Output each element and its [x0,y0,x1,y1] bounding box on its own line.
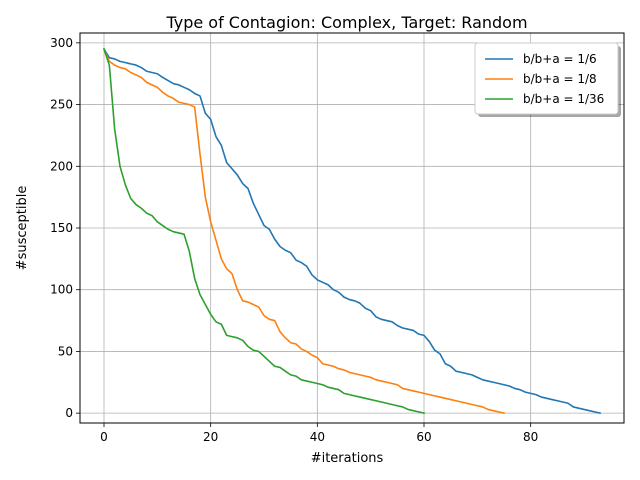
y-axis: 0 50 100 150 200 250 300 [50,36,80,420]
x-tick-label: 40 [310,430,325,444]
y-axis-label: #susceptible [15,186,30,271]
y-tick-label: 300 [50,36,73,50]
x-tick-label: 80 [523,430,538,444]
x-tick-label: 0 [100,430,108,444]
y-tick-label: 50 [58,344,73,358]
x-tick-label: 60 [416,430,431,444]
y-tick-label: 250 [50,98,73,112]
legend: b/b+a = 1/6 b/b+a = 1/8 b/b+a = 1/36 [474,42,621,117]
series-layer [102,47,601,415]
chart-title: Type of Contagion: Complex, Target: Rand… [165,13,527,32]
x-axis-label: #iterations [311,451,384,466]
series-line-3 [102,48,425,415]
y-tick-label: 0 [65,406,73,420]
y-tick-label: 150 [50,221,73,235]
legend-box [474,42,619,115]
x-tick-label: 20 [203,430,218,444]
y-tick-label: 200 [50,159,73,173]
y-tick-label: 100 [50,283,73,297]
series-line-2 [102,47,505,415]
legend-label-2: b/b+a = 1/8 [523,72,597,86]
legend-label-3: b/b+a = 1/36 [523,92,604,106]
x-axis: 0 20 40 60 80 [100,423,538,444]
legend-label-1: b/b+a = 1/6 [523,52,597,66]
series-line-1 [102,47,601,415]
